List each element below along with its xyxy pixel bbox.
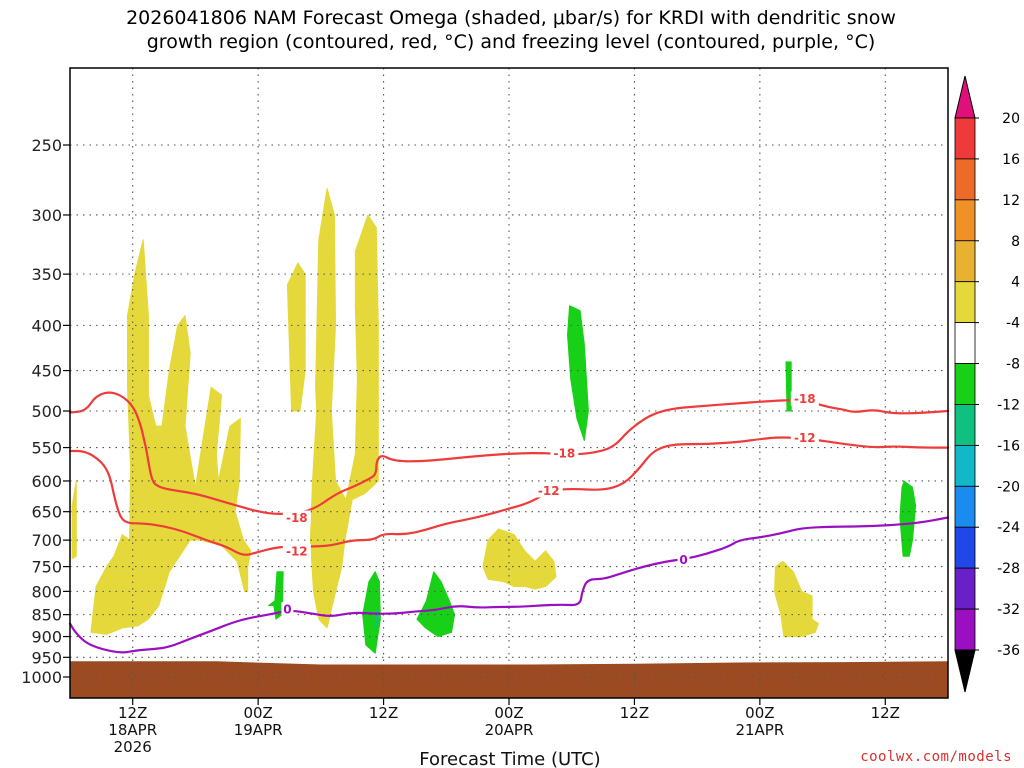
colorbar-swatch [954, 240, 976, 283]
contour-line-2 [68, 516, 950, 654]
x-tick-label: 12Z [118, 704, 147, 722]
contour-line-0 [68, 391, 950, 515]
omega-region-11 [899, 480, 917, 557]
omega-region-9 [567, 305, 589, 441]
contour-label-bg [790, 391, 819, 406]
contour-label: 0 [679, 553, 687, 567]
y-tick-label: 1000 [21, 668, 62, 687]
colorbar-swatch [954, 485, 976, 528]
contour-label: -18 [286, 511, 308, 525]
y-tick-label: 750 [31, 558, 62, 577]
contour-label: -12 [794, 431, 816, 445]
y-tick-label: 350 [31, 265, 62, 284]
contour-label: -18 [554, 447, 576, 461]
y-tick-label: 550 [31, 439, 62, 458]
colorbar-label: -32 [997, 602, 1020, 618]
y-tick-label: 600 [31, 472, 62, 491]
colorbar-label: 12 [1002, 193, 1020, 209]
contour-line-1 [68, 436, 950, 556]
contour-label-bg [282, 543, 311, 558]
omega-shading-layer [71, 188, 917, 654]
y-tick-label: 900 [31, 628, 62, 647]
colorbar-swatch [954, 322, 976, 364]
y-tick-label: 300 [31, 206, 62, 225]
x-tick-label: 12Z [369, 704, 398, 722]
colorbar-label: -20 [997, 479, 1020, 495]
x-tick-date: 19APR [234, 721, 283, 739]
x-tick-label: 12Z [871, 704, 900, 722]
colorbar-label: -36 [997, 643, 1020, 659]
contour-label: 0 [283, 603, 291, 617]
contour-label-layer: -18 -18 -18 -12 -12 -12 0 0 [281, 391, 819, 617]
x-tick-label: 00Z [243, 704, 272, 722]
y-tick-label: 850 [31, 606, 62, 625]
colorbar-swatch [954, 281, 976, 324]
x-tick-date: 20APR [485, 721, 534, 739]
contour-label: -12 [538, 484, 560, 498]
colorbar-swatch [954, 608, 976, 651]
omega-region-3 [309, 188, 379, 629]
contour-label-bg [677, 552, 690, 567]
colorbar: 20 16 12 8 4 -4 -8 -12 -16 -20 -24 -28 -32 -36 [954, 75, 1020, 693]
x-tick-date: 21APR [735, 721, 784, 739]
colorbar-label: 4 [1011, 275, 1020, 291]
omega-region-2 [286, 262, 306, 412]
colorbar-label: -24 [997, 520, 1020, 536]
contour-label-bg [534, 483, 563, 498]
colorbar-label: -4 [1006, 316, 1020, 332]
contour-label: -12 [286, 544, 308, 558]
plot-area [70, 68, 948, 698]
colorbar-swatch [954, 526, 976, 569]
omega-region-0 [71, 480, 77, 560]
colorbar-swatch [954, 444, 976, 487]
x-tick-label: 00Z [745, 704, 774, 722]
contour-label-bg [281, 602, 294, 617]
colorbar-bottom-arrow [954, 649, 976, 693]
colorbar-swatch [954, 158, 976, 201]
x-tick-label: 12Z [620, 704, 649, 722]
contour-label-bg [790, 430, 819, 445]
colorbar-label: 16 [1002, 152, 1020, 168]
colorbar-label: 20 [1002, 111, 1020, 127]
y-tick-label: 950 [31, 648, 62, 667]
chart-title-line2: growth region (contoured, red, °C) and f… [147, 31, 876, 53]
omega-region-8 [416, 571, 456, 638]
colorbar-swatch [954, 404, 976, 446]
y-tick-label: 800 [31, 582, 62, 601]
x-tick-date: 18APR [108, 721, 157, 739]
y-tick-label: 400 [31, 316, 62, 335]
colorbar-top-arrow [954, 75, 976, 119]
colorbar-label: -8 [1006, 357, 1020, 373]
omega-region-4 [482, 528, 557, 590]
omega-region-5 [774, 560, 819, 638]
y-axis: 250 300 350 400 450 500 550 600 650 700 750 800 850 9… [21, 136, 70, 687]
omega-region-10 [785, 361, 792, 412]
colorbar-label: -28 [997, 561, 1020, 577]
contour-label-bg [550, 446, 579, 461]
contour-label: -18 [794, 392, 816, 406]
y-tick-label: 250 [31, 136, 62, 155]
credit-text: coolwx.com/models [860, 749, 1012, 765]
colorbar-label: 8 [1011, 234, 1020, 250]
colorbar-swatch [954, 199, 976, 242]
x-tick-year: 2026 [114, 738, 152, 756]
colorbar-swatch [954, 567, 976, 610]
colorbar-swatch [954, 117, 976, 160]
y-tick-label: 650 [31, 503, 62, 522]
y-tick-label: 500 [31, 402, 62, 421]
x-tick-label: 00Z [494, 704, 523, 722]
y-tick-label: 700 [31, 531, 62, 550]
colorbar-swatch [954, 363, 976, 405]
contour-layer [68, 391, 950, 654]
y-tick-label: 450 [31, 362, 62, 381]
x-axis-title: Forecast Time (UTC) [419, 749, 600, 768]
colorbar-label: -16 [997, 438, 1020, 454]
grid-layer [70, 68, 948, 698]
chart-title-line1: 2026041806 NAM Forecast Omega (shaded, μ… [126, 7, 896, 29]
contour-label-bg [282, 510, 311, 525]
colorbar-label: -12 [997, 397, 1020, 413]
